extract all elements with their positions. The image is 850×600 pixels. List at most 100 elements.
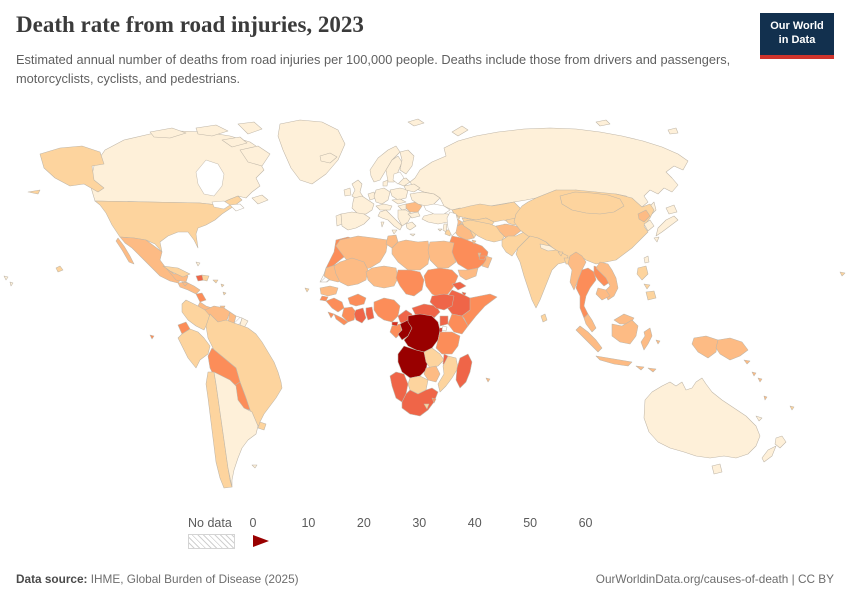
country-peru[interactable] [177,328,211,369]
country-malaysia[interactable] [583,313,597,333]
country-kuwait[interactable] [471,239,477,245]
pacific-islands[interactable] [9,281,14,287]
country-oman[interactable] [481,255,493,269]
country-mexico-baja[interactable] [115,237,135,265]
country-fiji[interactable] [789,405,795,411]
country-cote-divoire[interactable] [341,306,357,323]
country-eritrea[interactable] [451,281,467,291]
country-jamaica[interactable] [181,281,189,287]
country-switzerland-austria[interactable] [375,203,393,211]
country-new-zealand-south[interactable] [761,445,777,463]
country-sri-lanka[interactable] [540,313,548,323]
country-lesser-antilles[interactable] [222,291,227,296]
country-cape-verde[interactable] [304,287,310,293]
country-canada-island[interactable] [195,124,229,137]
country-canada-island[interactable] [237,121,263,135]
country-qatar[interactable] [477,252,482,258]
country-puerto-rico[interactable] [212,279,219,284]
country-guatemala-honduras[interactable] [177,281,201,295]
country-poland[interactable] [389,187,409,201]
country-new-caledonia[interactable] [755,415,763,422]
country-cambodia[interactable] [595,287,611,301]
country-kenya[interactable] [447,313,469,335]
country-japan-honshu[interactable] [655,215,679,237]
country-sardinia[interactable] [380,221,385,228]
country-papua-new-guinea[interactable] [715,337,749,361]
country-guinea-bissau[interactable] [319,295,329,302]
country-senegal[interactable] [319,285,339,297]
country-crete[interactable] [409,233,416,237]
country-bulgaria[interactable] [407,211,421,219]
country-south-korea[interactable] [643,219,655,232]
country-australia-tasmania[interactable] [711,463,723,475]
country-yemen[interactable] [457,267,479,281]
country-zimbabwe[interactable] [423,365,441,383]
country-sicily[interactable] [391,229,398,235]
country-indonesia-java[interactable] [595,355,633,367]
country-cuba[interactable] [162,265,191,278]
country-alaska[interactable] [39,145,105,193]
country-philippines-luzon[interactable] [636,265,649,281]
country-nicaragua[interactable] [195,292,207,303]
country-indonesia-kalimantan[interactable] [611,319,639,345]
country-eswatini[interactable] [431,397,437,404]
country-japan-kyushu[interactable] [653,236,660,243]
country-vietnam[interactable] [595,261,619,301]
country-taiwan[interactable] [643,255,650,264]
pacific-islands[interactable] [3,275,9,281]
country-south-sudan[interactable] [429,293,455,311]
country-greenland[interactable] [277,119,346,185]
country-sudan[interactable] [423,267,459,299]
country-lesser-antilles[interactable] [220,283,225,288]
country-dr-congo[interactable] [403,313,441,353]
country-philippines-mindanao[interactable] [645,290,657,301]
country-ghana[interactable] [353,307,367,324]
country-madagascar[interactable] [455,353,473,389]
country-argentina[interactable] [213,371,259,488]
country-lesotho[interactable] [423,403,430,410]
country-somalia[interactable] [461,293,498,327]
country-dominican-republic[interactable] [201,274,210,282]
country-japan-hokkaido[interactable] [665,204,678,215]
country-svalbard[interactable] [407,118,425,127]
country-cyprus[interactable] [437,228,443,232]
country-russia-wrangel[interactable] [667,127,679,135]
country-solomon-islands[interactable] [751,371,757,377]
country-sierra-leone[interactable] [327,311,335,319]
country-equatorial-guinea[interactable] [391,321,399,327]
country-egypt[interactable] [427,240,457,269]
country-indonesia-lesser-sunda[interactable] [647,367,657,373]
country-liberia[interactable] [333,313,349,326]
country-chad[interactable] [395,269,425,297]
country-png-new-britain[interactable] [743,359,751,365]
country-indonesia-maluku[interactable] [655,339,661,345]
country-uae[interactable] [478,255,487,261]
country-bhutan[interactable] [557,251,564,257]
country-russia-islands[interactable] [595,119,611,127]
country-uganda[interactable] [439,315,449,327]
country-new-zealand-north[interactable] [774,435,787,449]
country-guinea[interactable] [325,297,345,313]
country-mongolia[interactable] [559,191,625,215]
country-canada-newfoundland[interactable] [251,194,269,205]
country-north-korea[interactable] [637,209,651,223]
country-nigeria[interactable] [373,297,401,323]
country-alaska-aleutians[interactable] [27,189,41,195]
country-bahamas[interactable] [195,261,201,267]
no-data-swatch[interactable] [188,534,235,549]
country-zambia[interactable] [423,347,445,369]
country-mali[interactable] [333,257,369,287]
country-niger[interactable] [365,265,399,289]
country-mozambique[interactable] [437,355,459,393]
country-spain[interactable] [340,211,371,231]
country-canada-island[interactable] [221,136,248,148]
country-indonesia-lesser-sunda[interactable] [635,365,645,371]
country-israel-lebanon[interactable] [442,223,448,233]
country-indonesia-sumatra[interactable] [575,325,603,353]
country-mexico-yucatan[interactable] [165,267,189,283]
country-nepal[interactable] [539,243,557,252]
country-south-africa[interactable] [401,387,439,417]
country-sweden[interactable] [385,155,403,183]
country-usa-hawaii[interactable] [55,265,64,273]
country-galapagos[interactable] [149,334,155,340]
